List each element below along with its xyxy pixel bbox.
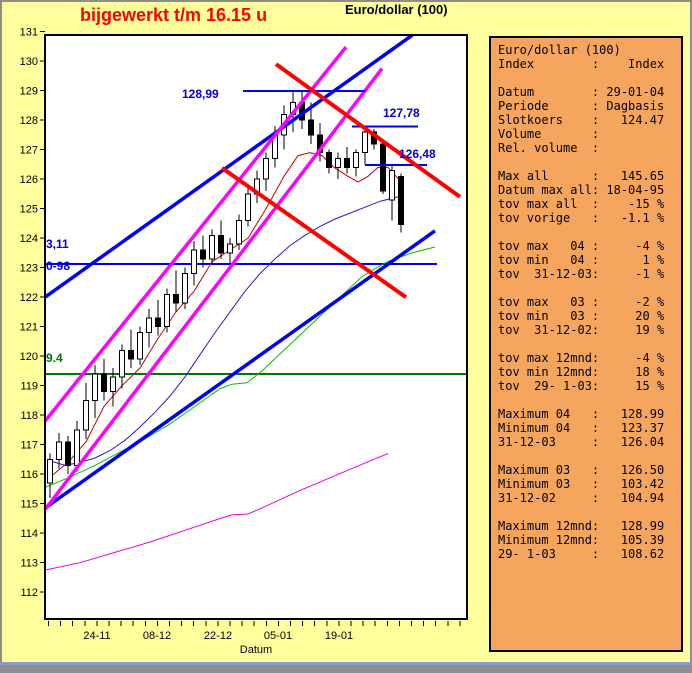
- channel-blue-upper: [46, 36, 415, 299]
- panel-line: tov min 12mnd: 18 %: [498, 365, 665, 379]
- price-annotation: 127,78: [383, 106, 420, 120]
- panel-line: Maximum 03 : 126.50: [498, 463, 665, 477]
- y-axis-label: 123: [20, 263, 38, 275]
- panel-line: [498, 393, 681, 407]
- y-axis-label: 115: [20, 499, 38, 511]
- window-frame-bottom: [0, 665, 692, 673]
- ma-magenta: [46, 453, 389, 571]
- y-axis-label: 130: [20, 56, 38, 68]
- x-axis-label: 19-01: [325, 630, 353, 642]
- y-axis-label: 114: [20, 528, 38, 540]
- panel-line: tov max 12mnd: -4 %: [498, 351, 665, 365]
- y-axis-label: 119: [20, 381, 38, 393]
- panel-line: tov 29- 1-03: 15 %: [498, 379, 665, 393]
- annotations: 128,99 127,78 126,48 3,11 0-98 9.4: [46, 87, 436, 365]
- panel-line: Slotkoers : 124.47: [498, 113, 665, 127]
- panel-line: 29- 1-03 : 108.62: [498, 547, 665, 561]
- panel-line: tov min 03 : 20 %: [498, 309, 665, 323]
- x-axis-label: 08-12: [143, 630, 171, 642]
- trend-lines: [46, 36, 437, 511]
- panel-line: [498, 449, 681, 463]
- panel-line: Volume :: [498, 127, 600, 141]
- ma-green: [46, 246, 436, 488]
- y-axis-label: 126: [20, 174, 38, 186]
- panel-line: 31-12-02 : 104.94: [498, 491, 665, 505]
- panel-line: tov max 04 : -4 %: [498, 239, 665, 253]
- y-axis-label: 125: [20, 204, 38, 216]
- y-axis-label: 122: [20, 292, 38, 304]
- info-panel: Euro/dollar (100) Index : Index Datum : 29…: [489, 36, 683, 652]
- y-axis-label: 128: [20, 115, 38, 127]
- panel-line: [498, 71, 681, 85]
- panel-line: [498, 225, 681, 239]
- y-axis-label: 118: [20, 410, 38, 422]
- y-axis-label: 120: [20, 351, 38, 363]
- y-axis-label: 117: [20, 440, 38, 452]
- window-frame-right: [690, 0, 692, 673]
- panel-line: Rel. volume :: [498, 141, 600, 155]
- y-axis-label: 124: [20, 233, 38, 245]
- channel-magenta-2: [46, 67, 384, 511]
- panel-line: Periode : Dagbasis: [498, 99, 665, 113]
- y-axis-label: 127: [20, 145, 38, 157]
- channel-magenta-1: [46, 45, 348, 423]
- x-axis-label: 05-01: [264, 630, 292, 642]
- x-axis-title: Datum: [240, 644, 272, 656]
- y-axis-label: 131: [20, 27, 38, 39]
- y-axis-label: 116: [20, 469, 38, 481]
- y-axis-label: 112: [20, 587, 38, 599]
- panel-line: Minimum 03 : 103.42: [498, 477, 665, 491]
- x-axis-label: 24-11: [83, 630, 110, 642]
- panel-line: tov min 04 : 1 %: [498, 253, 665, 267]
- downtrend-lines: [220, 62, 462, 299]
- plot-area: [44, 34, 468, 620]
- y-axis-label: 121: [20, 322, 38, 334]
- price-annotation: 0-98: [46, 259, 70, 273]
- panel-line: Max all : 145.65: [498, 169, 665, 183]
- panel-line: tov 31-12-02: 19 %: [498, 323, 665, 337]
- panel-line: Minimum 04 : 123.37: [498, 421, 665, 435]
- panel-line: Maximum 12mnd: 128.99: [498, 519, 665, 533]
- panel-line: [498, 505, 681, 519]
- ma-long-navy: [49, 194, 404, 466]
- x-axis-label: 22-12: [204, 630, 232, 642]
- panel-line: Euro/dollar (100): [498, 43, 621, 57]
- panel-line: Datum : 29-01-04: [498, 85, 665, 99]
- panel-line: 31-12-03 : 126.04: [498, 435, 665, 449]
- chart-title: Euro/dollar (100): [345, 2, 448, 17]
- panel-line: tov vorige : -1.1 %: [498, 211, 665, 225]
- panel-line: tov max all : -15 %: [498, 197, 665, 211]
- window-frame-left: [0, 0, 2, 673]
- window-frame-top: [0, 0, 692, 2]
- panel-line: Minimum 12mnd: 105.39: [498, 533, 665, 547]
- downtrend-red-2: [220, 166, 408, 299]
- candlesticks: [47, 90, 404, 498]
- price-annotation: 3,11: [46, 237, 69, 251]
- panel-line: Maximum 04 : 128.99: [498, 407, 665, 421]
- panel-line: [498, 155, 681, 169]
- price-annotation: 128,99: [182, 87, 219, 101]
- axes: 131 130 129 128 127 126 125 124 123 122 121 120 119 1…: [20, 27, 461, 656]
- panel-line: Datum max all: 18-04-95: [498, 183, 665, 197]
- y-axis-label: 113: [20, 558, 38, 570]
- channel-blue-lower: [46, 229, 437, 510]
- panel-line: tov 31-12-03: -1 %: [498, 267, 665, 281]
- panel-line: [498, 281, 681, 295]
- support-lines: [46, 262, 466, 375]
- y-axis-label: 129: [20, 86, 38, 98]
- window-frame-bottom-line: [0, 662, 692, 665]
- moving-averages: [46, 152, 436, 571]
- panel-line: tov max 03 : -2 %: [498, 295, 665, 309]
- downtrend-red-1: [274, 62, 462, 199]
- ma-short-red: [49, 152, 405, 478]
- panel-line: Index : Index: [498, 57, 665, 71]
- price-annotation: 126,48: [399, 147, 436, 161]
- last-updated-text: bijgewerkt t/m 16.15 u: [80, 5, 268, 25]
- price-annotation: 9.4: [46, 351, 63, 365]
- panel-line: [498, 337, 681, 351]
